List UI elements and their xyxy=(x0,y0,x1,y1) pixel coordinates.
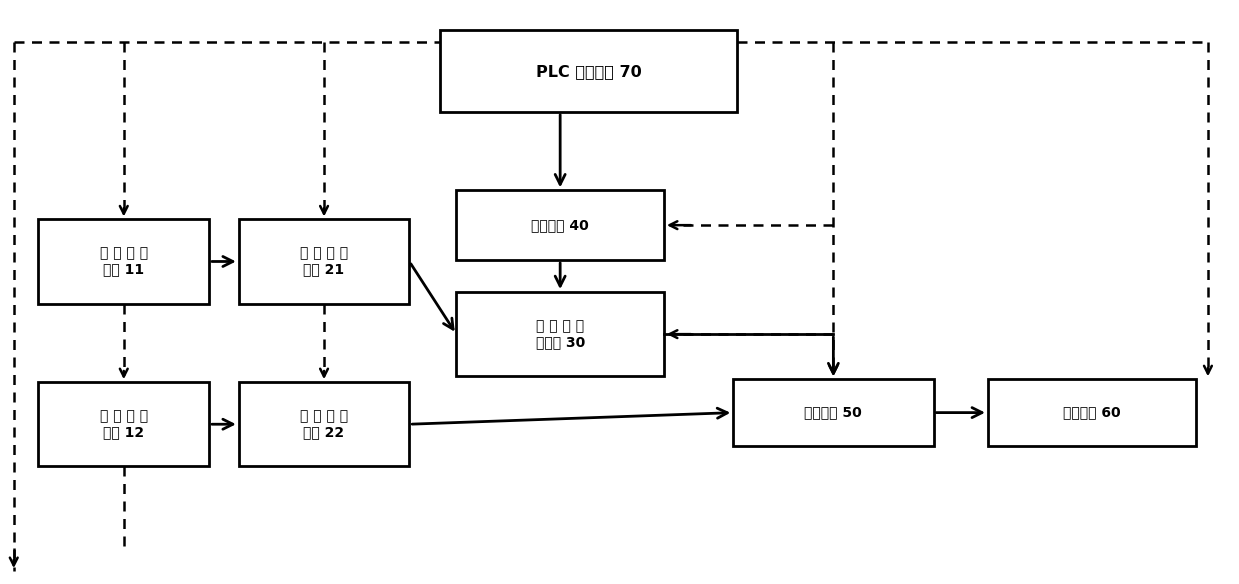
Bar xyxy=(456,190,664,260)
Text: 压合装置 50: 压合装置 50 xyxy=(804,406,862,419)
Bar xyxy=(456,292,664,376)
Bar xyxy=(239,382,409,467)
Text: 第 一 张 力
装置 21: 第 一 张 力 装置 21 xyxy=(300,246,348,277)
Text: 热熔胶机 40: 热熔胶机 40 xyxy=(532,218,589,232)
Bar xyxy=(38,220,209,304)
Bar xyxy=(38,382,209,467)
Text: 第 一 放 卷
装置 11: 第 一 放 卷 装置 11 xyxy=(99,246,147,277)
Text: 第 二 张 力
装置 22: 第 二 张 力 装置 22 xyxy=(300,409,348,439)
Text: 第 二 放 卷
装置 12: 第 二 放 卷 装置 12 xyxy=(99,409,147,439)
Text: 收卷装置 60: 收卷装置 60 xyxy=(1063,406,1120,419)
Bar xyxy=(987,379,1196,446)
Text: 加 热 型 涂
布装置 30: 加 热 型 涂 布装置 30 xyxy=(535,319,585,349)
Bar xyxy=(239,220,409,304)
Bar xyxy=(440,30,737,112)
Text: PLC 控制模块 70: PLC 控制模块 70 xyxy=(535,64,642,79)
Bar xyxy=(733,379,933,446)
